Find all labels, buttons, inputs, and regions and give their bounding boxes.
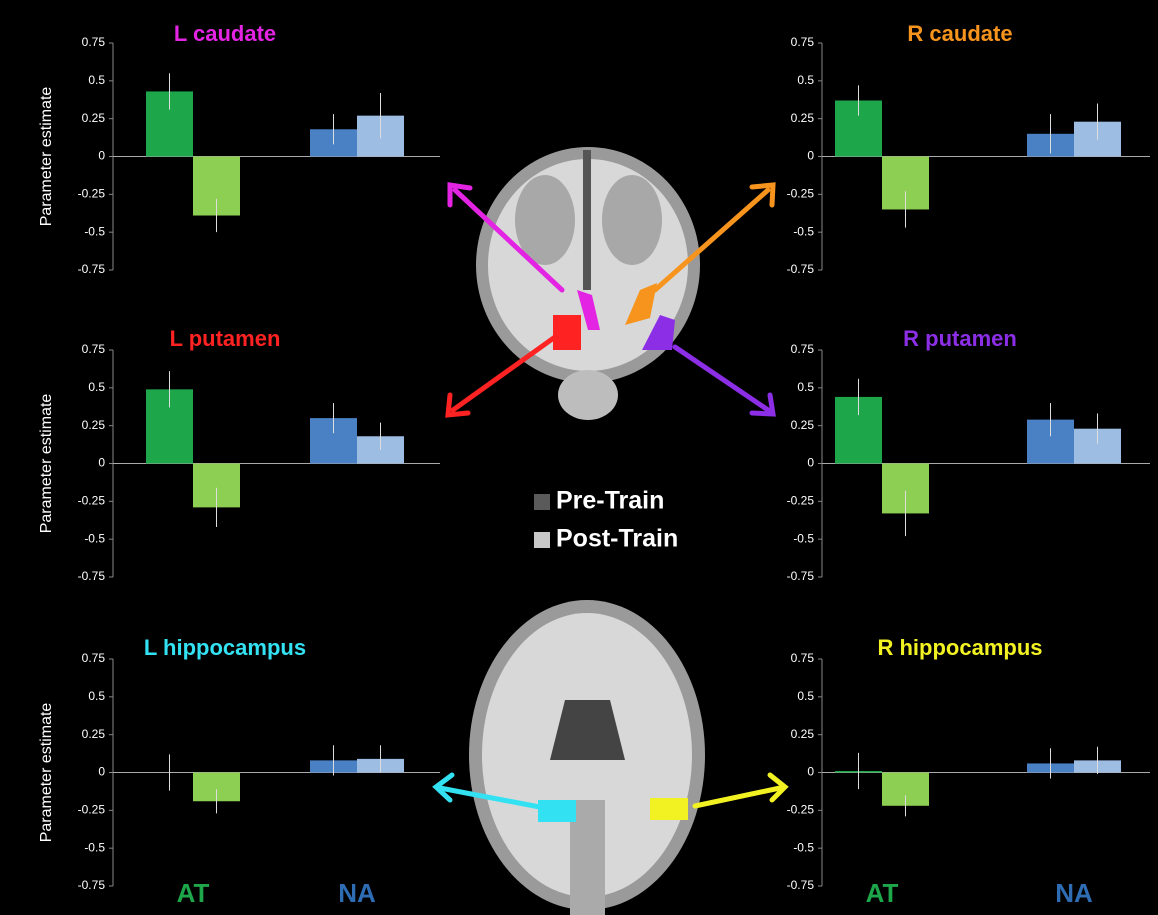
y-tick-label: -0.75 — [78, 262, 106, 276]
y-tick-label: 0 — [807, 765, 814, 779]
y-tick-label: 0.5 — [88, 380, 105, 394]
y-tick-label: 0.75 — [791, 35, 815, 49]
y-tick-label: -0.25 — [787, 494, 815, 508]
y-tick-label: -0.5 — [793, 840, 814, 854]
y-tick-label: 0.5 — [797, 689, 814, 703]
y-tick-label: -0.25 — [78, 803, 106, 817]
y-tick-label: -0.75 — [78, 569, 106, 583]
legend-swatch — [534, 494, 550, 510]
y-tick-label: -0.5 — [793, 224, 814, 238]
y-tick-label: -0.75 — [787, 878, 815, 892]
y-tick-label: 0.25 — [791, 727, 815, 741]
y-tick-label: 0 — [98, 456, 105, 470]
y-tick-label: -0.5 — [84, 224, 105, 238]
x-tick-label: AT — [177, 878, 210, 908]
y-tick-label: -0.5 — [84, 531, 105, 545]
chart-title: R hippocampus — [877, 635, 1042, 660]
page: Pre-Train Post-Train L caudate Parameter e… — [0, 0, 1158, 915]
figure: Pre-Train Post-Train L caudate Parameter e… — [0, 0, 1158, 915]
y-tick-label: 0.5 — [797, 73, 814, 87]
legend-swatch — [534, 532, 550, 548]
chart-title: L caudate — [174, 21, 276, 46]
legend-label: Pre-Train — [556, 487, 664, 515]
y-tick-label: 0.25 — [82, 418, 106, 432]
y-tick-label: 0.75 — [82, 35, 106, 49]
y-tick-label: 0.5 — [88, 73, 105, 87]
y-tick-label: 0.5 — [88, 689, 105, 703]
y-tick-label: -0.75 — [787, 569, 815, 583]
legend-label: Post-Train — [556, 525, 678, 553]
y-tick-label: 0.25 — [791, 111, 815, 125]
y-tick-label: -0.5 — [84, 840, 105, 854]
y-tick-label: 0.25 — [791, 418, 815, 432]
y-tick-label: 0.75 — [82, 651, 106, 665]
y-tick-label: 0 — [98, 149, 105, 163]
y-axis-label: Parameter estimate — [38, 87, 55, 227]
y-tick-label: 0.25 — [82, 727, 106, 741]
x-tick-label: AT — [866, 878, 899, 908]
y-tick-label: 0 — [807, 149, 814, 163]
y-tick-label: 0.5 — [797, 380, 814, 394]
x-tick-label: NA — [338, 878, 376, 908]
y-tick-label: -0.25 — [787, 803, 815, 817]
chart-title: L hippocampus — [144, 635, 306, 660]
y-tick-label: -0.75 — [78, 878, 106, 892]
y-tick-label: -0.25 — [787, 187, 815, 201]
y-axis-label: Parameter estimate — [38, 703, 55, 843]
y-tick-label: 0.25 — [82, 111, 106, 125]
y-tick-label: -0.25 — [78, 187, 106, 201]
y-tick-label: 0.75 — [82, 342, 106, 356]
chart-title: L putamen — [170, 326, 281, 351]
y-tick-label: -0.25 — [78, 494, 106, 508]
y-tick-label: 0.75 — [791, 651, 815, 665]
chart-title: R putamen — [903, 326, 1017, 351]
chart-title: R caudate — [907, 21, 1012, 46]
y-tick-label: 0 — [98, 765, 105, 779]
x-tick-label: NA — [1055, 878, 1093, 908]
y-axis-label: Parameter estimate — [38, 394, 55, 534]
y-tick-label: 0.75 — [791, 342, 815, 356]
y-tick-label: -0.75 — [787, 262, 815, 276]
y-tick-label: 0 — [807, 456, 814, 470]
y-tick-label: -0.5 — [793, 531, 814, 545]
